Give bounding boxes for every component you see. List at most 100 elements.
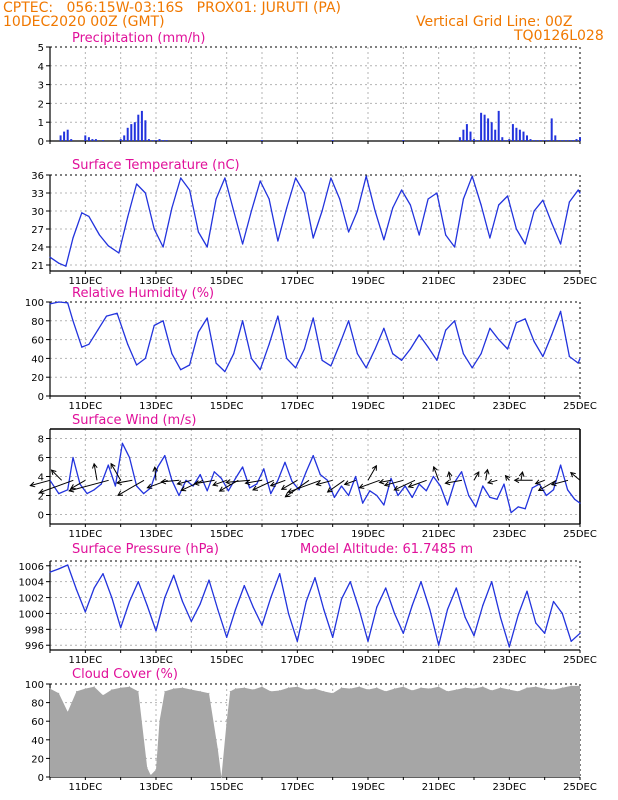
cloud-point (217, 748, 219, 750)
wind-arrow-head (280, 484, 287, 490)
wind-arrow (212, 479, 227, 487)
cloud-y-tick-label: 60 (31, 717, 44, 728)
cloud-point (385, 690, 387, 692)
pressure-x-tick-label: 15DEC (210, 655, 244, 666)
rh-point (312, 317, 314, 319)
cloud-point (358, 686, 360, 688)
cloud-x-tick-label: 19DEC (351, 782, 385, 793)
cloud-point (76, 690, 77, 692)
precip-bar (137, 114, 140, 141)
wind-arrow-head (474, 471, 480, 478)
temp-point (551, 222, 553, 224)
wind-arrow-head (446, 470, 453, 477)
temp-point (180, 177, 182, 179)
temp-point (65, 265, 67, 267)
precip-bar (501, 137, 504, 141)
temp-point (49, 256, 51, 258)
wind-arrow (484, 468, 490, 481)
wind-arrow-head (358, 483, 365, 489)
cloud-point (394, 688, 395, 690)
wind-point (114, 485, 116, 487)
temp-point (312, 237, 314, 239)
rh-point (180, 369, 182, 371)
wind-arrow-shaft (110, 463, 122, 481)
cloud-point (235, 688, 236, 690)
pressure-point (164, 597, 166, 599)
cloud-point (49, 688, 51, 690)
wind-arrow (407, 479, 427, 489)
wind-arrow-head (407, 482, 414, 489)
pressure-x-tick-label: 21DEC (422, 655, 456, 666)
wind-arrow-head (504, 474, 511, 481)
temp-x-tick-label: 19DEC (351, 276, 385, 287)
precip-bar (144, 120, 147, 141)
temp-point (542, 199, 544, 201)
cloud-point (226, 720, 228, 722)
precip-bar (402, 140, 405, 141)
wind-point (432, 475, 434, 478)
wind-point (58, 493, 60, 495)
wind-point (524, 508, 526, 510)
pressure-subtitle: Model Altitude: 61.7485 m (300, 542, 473, 557)
cloud-point (199, 690, 201, 692)
wind-arrow (117, 479, 145, 496)
pressure-point (270, 597, 272, 599)
wind-y-tick-label: 4 (38, 473, 44, 484)
wind-arrow-shaft (270, 479, 286, 487)
rh-point (268, 343, 270, 345)
pressure-point (111, 597, 113, 599)
wind-arrows (29, 462, 581, 498)
temp-point (401, 189, 403, 191)
precip-bar (575, 139, 578, 141)
temp-point (162, 246, 164, 248)
wind-point (220, 477, 222, 479)
wind-arrow-shaft (367, 465, 377, 481)
wind-point (376, 494, 378, 497)
pressure-point (411, 604, 413, 607)
wind-arrow (534, 479, 545, 485)
wind-series (49, 442, 581, 514)
wind-point (284, 461, 286, 463)
pressure-point (155, 630, 157, 632)
rh-point (88, 343, 90, 345)
wind-point (100, 483, 102, 485)
wind-point (185, 479, 187, 481)
pressure-y-tick-label: 1002 (19, 594, 44, 605)
cloud-point (155, 769, 157, 771)
pressure-point (349, 581, 351, 583)
wind-arrow-head (284, 492, 291, 498)
rh-point (189, 364, 191, 366)
wind-arrow (68, 479, 109, 493)
cloud-point (314, 688, 316, 690)
rh-x-tick-label: 23DEC (492, 401, 526, 412)
pressure-point (296, 640, 298, 642)
wind-arrow-shaft (51, 469, 63, 481)
rh-point (356, 353, 358, 355)
pressure-point (137, 581, 139, 583)
temp-point (418, 234, 420, 236)
rh-x-tick-label: 25DEC (563, 401, 597, 412)
cloud-point (526, 687, 528, 689)
precip-bars (59, 110, 581, 141)
wind-arrow-shaft (384, 479, 404, 486)
temp-point (242, 243, 244, 245)
rh-point (577, 362, 579, 364)
wind-arrow-head (371, 464, 377, 471)
wind-arrow-head (315, 480, 322, 487)
cloud-point (58, 692, 60, 694)
precip-bar (476, 140, 479, 141)
cloud-point (508, 689, 510, 691)
cloud-point (570, 685, 572, 687)
temp-point (436, 192, 438, 194)
cloud-point (429, 688, 431, 690)
pressure-x-tick-label: 23DEC (492, 655, 526, 666)
rh-point (286, 357, 288, 359)
precip-bar (490, 122, 493, 141)
temp-point (533, 210, 535, 212)
wind-point (67, 489, 69, 491)
wind-arrow-head (534, 479, 541, 485)
rh-point (568, 355, 571, 358)
rh-point (560, 310, 562, 312)
pressure-x-tick-label: 19DEC (351, 655, 385, 666)
pressure-point (473, 635, 475, 637)
